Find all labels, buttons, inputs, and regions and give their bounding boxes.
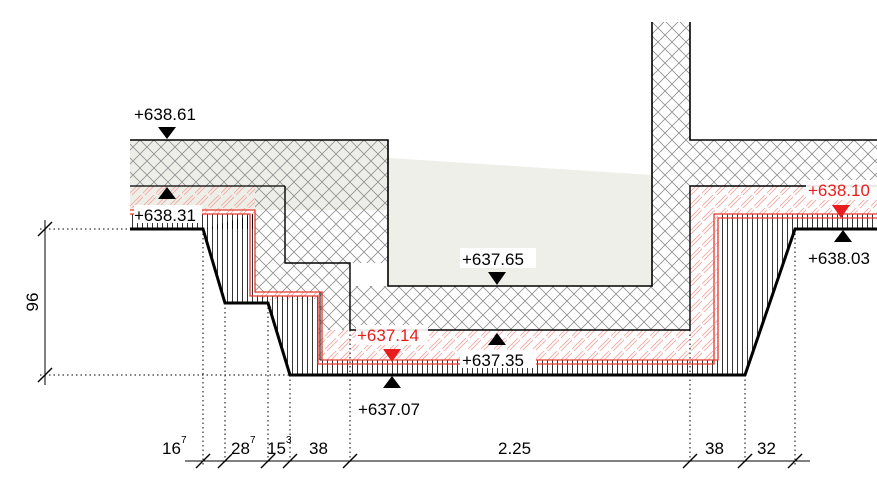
elevation-bottom: +637.07 — [358, 376, 420, 419]
vertical-dimension: 96 — [23, 220, 53, 385]
svg-text:28: 28 — [231, 439, 250, 458]
dimension-label-1: 16 7 — [162, 435, 187, 458]
horizontal-dimension-chain: 16 7 28 7 15 3 38 2.25 38 32 — [162, 435, 810, 469]
elevation-top-left: +638.61 — [134, 105, 196, 139]
dimension-label-7: 32 — [757, 439, 776, 458]
elevation-left-upper: +638.31 — [134, 187, 202, 225]
dimension-label-3: 15 3 — [267, 435, 292, 458]
svg-text:3: 3 — [286, 435, 292, 446]
svg-text:+638.03: +638.03 — [808, 249, 870, 268]
svg-text:+638.61: +638.61 — [134, 105, 196, 124]
svg-text:15: 15 — [267, 439, 286, 458]
svg-text:+637.14: +637.14 — [357, 326, 419, 345]
svg-text:7: 7 — [250, 435, 256, 446]
elevation-pit-level: +637.35 — [460, 333, 536, 370]
svg-text:16: 16 — [162, 439, 181, 458]
elevation-slab-mid: +637.65 — [460, 248, 536, 285]
svg-text:+637.35: +637.35 — [462, 351, 524, 370]
reference-lines — [40, 228, 796, 465]
dimension-label-6: 38 — [705, 439, 724, 458]
dimension-label-5: 2.25 — [498, 439, 531, 458]
structural-concrete — [130, 22, 877, 330]
elevation-red-left: +637.14 — [356, 325, 428, 362]
clean-masks — [0, 229, 877, 483]
svg-text:+638.10: +638.10 — [808, 181, 870, 200]
elevation-red-right: +638.10 — [806, 180, 877, 218]
dimension-label-4: 38 — [309, 439, 328, 458]
svg-text:+637.65: +637.65 — [462, 250, 524, 269]
dimension-label-2: 28 7 — [231, 435, 256, 458]
svg-text:+638.31: +638.31 — [134, 206, 196, 225]
vertical-dimension-label: 96 — [23, 293, 42, 312]
insulation-lines — [130, 209, 877, 365]
elevation-right: +638.03 — [808, 230, 870, 268]
svg-text:+637.07: +637.07 — [358, 400, 420, 419]
svg-text:7: 7 — [181, 435, 187, 446]
